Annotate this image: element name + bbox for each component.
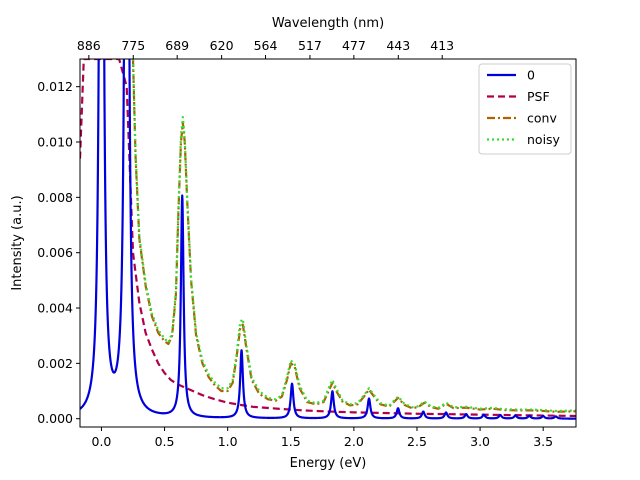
series-line-0	[80, 59, 576, 420]
top-tick-label: 689	[165, 38, 189, 53]
y-axis-ticks: 0.000 0.002 0.004 0.006 0.008 0.010 0.012	[37, 79, 80, 426]
y-tick-label: 0.002	[37, 356, 73, 371]
y-tick-label: 0.004	[37, 301, 73, 316]
x-tick-label: 1.5	[281, 434, 301, 449]
series-layer	[80, 59, 576, 420]
y-tick-label: 0.000	[37, 411, 73, 426]
x-tick-label: 0.0	[92, 434, 112, 449]
top-tick-label: 443	[386, 38, 410, 53]
top-axis-ticks: 886 775 689 620 564 517 477 443 413	[77, 38, 454, 59]
y-tick-label: 0.010	[37, 135, 73, 150]
series-line-noisy	[131, 59, 576, 413]
y-axis-label: Intensity (a.u.)	[10, 195, 25, 290]
y-tick-label: 0.012	[37, 79, 73, 94]
series-line-psf	[80, 59, 576, 418]
x-tick-label: 0.5	[155, 434, 175, 449]
top-tick-label: 477	[342, 38, 366, 53]
y-tick-label: 0.008	[37, 190, 73, 205]
top-axis-label: Wavelength (nm)	[272, 16, 384, 31]
legend-label: conv	[527, 111, 557, 126]
legend: 0 PSF conv noisy	[478, 63, 572, 155]
x-tick-label: 2.5	[407, 434, 427, 449]
x-axis-label: Energy (eV)	[290, 456, 367, 471]
x-tick-label: 3.0	[470, 434, 490, 449]
x-tick-label: 1.0	[218, 434, 238, 449]
top-tick-label: 413	[430, 38, 454, 53]
x-tick-label: 3.5	[533, 434, 553, 449]
x-tick-label: 2.0	[344, 434, 364, 449]
legend-label: noisy	[527, 132, 561, 147]
top-tick-label: 886	[77, 38, 101, 53]
top-tick-label: 517	[298, 38, 322, 53]
legend-label: PSF	[527, 89, 550, 104]
legend-box	[478, 63, 572, 155]
top-tick-label: 564	[254, 38, 278, 53]
legend-label: 0	[527, 68, 535, 83]
top-tick-label: 775	[121, 38, 145, 53]
y-tick-label: 0.006	[37, 245, 73, 260]
x-axis-ticks: 0.0 0.5 1.0 1.5 2.0 2.5 3.0 3.5	[92, 427, 553, 449]
plot-frame	[79, 58, 577, 428]
top-tick-label: 620	[210, 38, 234, 53]
